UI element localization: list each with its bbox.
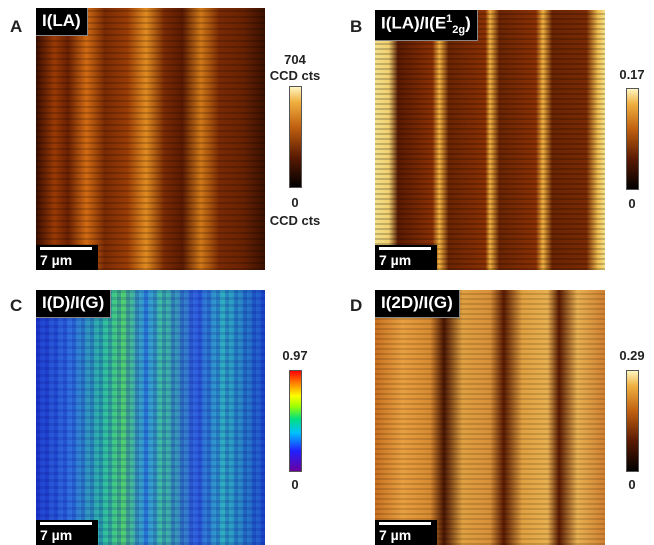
colorbar-unit: CCD cts — [269, 213, 321, 228]
colorbar — [626, 370, 639, 472]
title-text: ) — [465, 13, 471, 33]
title-text: I(LA)/I(E — [381, 13, 447, 33]
raman-map: I(LA)/I(E12g) 7 µm — [375, 10, 605, 270]
scale-label: 7 µm — [40, 527, 73, 543]
panel-title: I(LA)/I(E12g) — [375, 10, 478, 42]
panel-letter: D — [350, 296, 363, 315]
scale-bar: 7 µm — [36, 520, 98, 545]
raman-map: I(D)/I(G) 7 µm — [36, 290, 265, 545]
panel-letter: C — [10, 296, 23, 315]
colorbar — [626, 88, 639, 190]
scale-bar: 7 µm — [36, 245, 98, 270]
title-text: I(2D)/I(G) — [381, 293, 453, 312]
scale-bar: 7 µm — [375, 245, 437, 270]
colorbar-min: 0 — [291, 195, 299, 210]
colorbar-max: 0.29 — [619, 348, 645, 363]
colorbar-min: 0 — [291, 477, 299, 492]
colorbar — [289, 370, 302, 472]
title-subscript: 2g — [452, 24, 466, 37]
panel-letter: B — [350, 17, 363, 36]
colorbar-max: 0.17 — [619, 67, 645, 82]
panel-title: I(2D)/I(G) — [375, 290, 460, 318]
colorbar-max: 704 — [284, 52, 306, 67]
panel-title: I(LA) — [36, 8, 88, 36]
title-text: I(LA) — [42, 11, 81, 30]
panel-letter: A — [10, 17, 23, 36]
scale-label: 7 µm — [379, 252, 412, 268]
colorbar — [289, 86, 302, 188]
raman-map: I(2D)/I(G) 7 µm — [375, 290, 605, 545]
title-text: I(D)/I(G) — [42, 293, 105, 312]
scale-label: 7 µm — [40, 252, 73, 268]
raman-map: I(LA) 7 µm — [36, 8, 265, 270]
colorbar-max: 0.97 — [282, 348, 308, 363]
colorbar-min: 0 — [628, 477, 636, 492]
panel-title: I(D)/I(G) — [36, 290, 112, 318]
scale-bar: 7 µm — [375, 520, 437, 545]
title-superscript: 1 — [446, 13, 453, 25]
colorbar-min: 0 — [628, 196, 636, 211]
scale-label: 7 µm — [379, 527, 412, 543]
colorbar-unit: CCD cts — [269, 68, 321, 83]
